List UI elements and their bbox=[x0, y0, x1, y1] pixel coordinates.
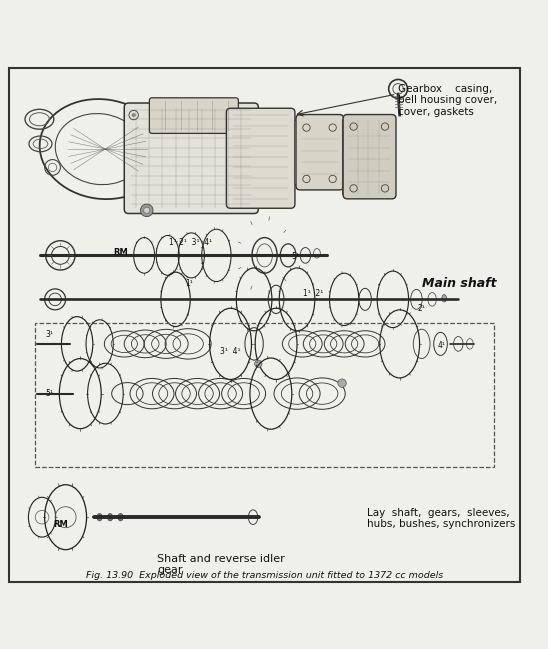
Circle shape bbox=[140, 204, 153, 217]
Circle shape bbox=[255, 360, 262, 367]
Circle shape bbox=[338, 379, 346, 387]
Text: Main shaft: Main shaft bbox=[421, 277, 496, 290]
Circle shape bbox=[247, 145, 251, 150]
Bar bbox=[35, 323, 494, 467]
Circle shape bbox=[242, 186, 246, 190]
Text: 2¹: 2¹ bbox=[418, 304, 426, 313]
Text: Fig. 13.90  Exploded view of the transmission unit fitted to 1372 cc models: Fig. 13.90 Exploded view of the transmis… bbox=[86, 571, 443, 580]
Circle shape bbox=[244, 158, 248, 162]
Ellipse shape bbox=[118, 513, 123, 521]
FancyBboxPatch shape bbox=[150, 98, 238, 134]
Circle shape bbox=[202, 111, 207, 115]
Circle shape bbox=[179, 110, 183, 114]
FancyBboxPatch shape bbox=[124, 103, 258, 214]
Text: Gearbox    casing,
bell housing cover,
cover, gaskets: Gearbox casing, bell housing cover, cove… bbox=[398, 84, 498, 117]
Circle shape bbox=[132, 113, 136, 117]
Circle shape bbox=[243, 118, 247, 123]
Bar bbox=[294, 120, 299, 184]
Text: RM: RM bbox=[53, 520, 68, 529]
Circle shape bbox=[243, 198, 247, 202]
Ellipse shape bbox=[97, 513, 102, 521]
Circle shape bbox=[155, 110, 159, 114]
Circle shape bbox=[248, 131, 252, 136]
Text: 1¹  2¹: 1¹ 2¹ bbox=[302, 289, 323, 299]
FancyBboxPatch shape bbox=[226, 108, 295, 208]
Text: 3¹  4¹: 3¹ 4¹ bbox=[220, 347, 241, 356]
Ellipse shape bbox=[442, 295, 447, 302]
Text: RM: RM bbox=[113, 248, 128, 257]
Bar bbox=[341, 119, 346, 193]
FancyBboxPatch shape bbox=[296, 114, 344, 190]
Text: Lay  shaft,  gears,  sleeves,
hubs, bushes, synchronizers: Lay shaft, gears, sleeves, hubs, bushes,… bbox=[367, 508, 515, 530]
Ellipse shape bbox=[107, 513, 113, 521]
Text: 4¹: 4¹ bbox=[438, 341, 446, 350]
Circle shape bbox=[144, 207, 150, 214]
Text: 1¹ 2¹  3¹  4¹: 1¹ 2¹ 3¹ 4¹ bbox=[169, 238, 212, 247]
Circle shape bbox=[242, 171, 246, 175]
FancyBboxPatch shape bbox=[343, 114, 396, 199]
Text: Shaft and reverse idler
gear: Shaft and reverse idler gear bbox=[157, 554, 285, 576]
Text: 3¹: 3¹ bbox=[45, 330, 53, 339]
Text: 1¹: 1¹ bbox=[185, 279, 192, 288]
Text: 5¹: 5¹ bbox=[45, 389, 53, 398]
Text: 5¹: 5¹ bbox=[291, 252, 299, 261]
Circle shape bbox=[226, 112, 230, 117]
